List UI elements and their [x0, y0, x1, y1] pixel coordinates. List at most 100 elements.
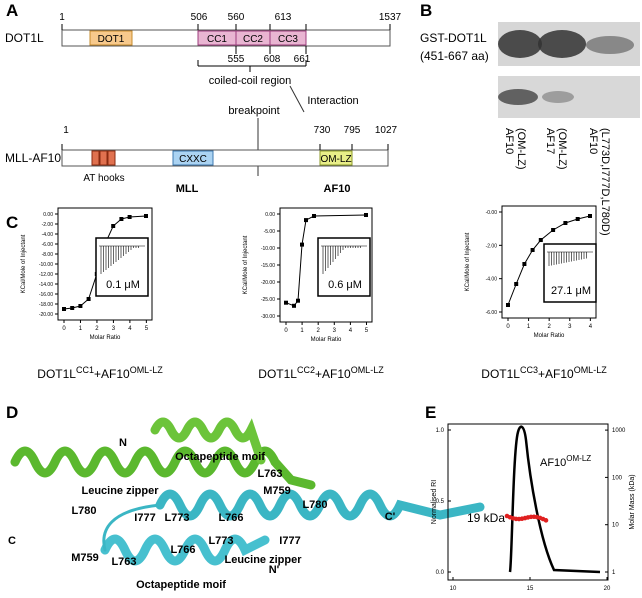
structure-label: L780	[302, 499, 327, 511]
data-point	[530, 248, 535, 252]
y-axis-label: KCal/Mole of Injectant	[465, 232, 471, 291]
x-tick-label: 3	[568, 324, 572, 330]
structure-label: L773	[164, 512, 189, 524]
y2-tick-label: 100	[612, 475, 623, 481]
inset-trace	[547, 251, 593, 266]
interaction-label: Interaction	[307, 95, 358, 107]
x-tick-label: 4	[589, 324, 593, 330]
data-point	[119, 217, 124, 221]
data-point	[588, 214, 592, 218]
inset	[95, 237, 149, 297]
y-tick-label: 0.00	[265, 212, 275, 218]
y-axis-label: KCal/Mole of Injectant	[243, 235, 249, 294]
domain-label: CXXC	[179, 154, 207, 165]
residue-number: 560	[228, 12, 245, 23]
structure-label: N	[119, 437, 127, 449]
y-tick-label: 0.5	[436, 499, 445, 505]
x-tick-label: 20	[604, 586, 611, 592]
inset-trace	[321, 245, 367, 274]
x-tick-label: 1	[527, 324, 531, 330]
data-point	[522, 262, 527, 266]
x-tick-label: 3	[333, 328, 337, 334]
y-tick-label: -12.00	[39, 272, 53, 278]
data-point	[292, 303, 296, 308]
structure-label: M759	[263, 485, 291, 497]
structure-label: L763	[257, 468, 282, 480]
domain-label: CC1	[207, 34, 227, 45]
panel-label: D	[6, 403, 18, 422]
y-tick-label: -10.00	[261, 246, 275, 252]
construct-label: GST-DOT1L	[420, 31, 487, 45]
lane-label: (OM-LZ)	[556, 128, 568, 170]
structure-label: I777	[279, 535, 300, 547]
panel-label: A	[6, 1, 18, 20]
caption: DOT1LCC1+AF10OML-LZ	[37, 365, 163, 381]
residue-number: 730	[314, 125, 331, 136]
x-tick-label: 5	[145, 326, 149, 332]
y-tick-label: -25.00	[261, 297, 275, 303]
caption: DOT1LCC2+AF10OML-LZ	[258, 365, 384, 381]
data-point	[62, 307, 66, 311]
caption-text: DOT1L	[37, 367, 76, 381]
structure-label: Leucine zipper	[224, 554, 302, 566]
residue-number: 661	[294, 54, 311, 65]
construct-range: (451-667 aa)	[420, 49, 489, 63]
lane-label: AF10	[587, 128, 599, 154]
data-point	[506, 303, 510, 307]
y-tick-label: -4.00	[486, 277, 498, 283]
domain-label: DOT1	[98, 34, 125, 45]
data-point	[284, 300, 288, 305]
caption-superscript: OML-LZ	[574, 365, 608, 375]
region-label: coiled-coil region	[209, 75, 292, 87]
y-tick-label: -15.00	[261, 263, 275, 269]
x-axis-label: Molar Ratio	[534, 333, 565, 339]
breakpoint-label: breakpoint	[228, 105, 279, 117]
y-tick-label: -8.00	[42, 252, 54, 258]
residue-number: 506	[191, 12, 208, 23]
structure-label: I777	[134, 512, 155, 524]
caption-text: +AF10	[315, 367, 351, 381]
caption-text: DOT1L	[481, 367, 520, 381]
x-tick-label: 5	[365, 328, 369, 334]
lane-label: (L773D,I777D,L780D)	[599, 128, 611, 236]
x-tick-label: 0	[62, 326, 66, 332]
plot-frame	[447, 423, 609, 581]
data-point	[70, 306, 75, 310]
y-tick-label: -10.00	[39, 262, 53, 268]
data-point	[364, 213, 368, 217]
y-axis-label: KCal/Mole of Injectant	[21, 234, 27, 293]
lane-label: (OM-LZ)	[515, 128, 527, 170]
y-tick-label: -14.00	[39, 282, 53, 288]
part-label: AF10	[324, 183, 351, 195]
part-label: MLL	[176, 183, 199, 195]
kd-label: 0.6 μM	[328, 279, 362, 291]
protein-label: AF10OM-LZ	[540, 454, 591, 469]
x-tick-label: 15	[527, 586, 534, 592]
caption-text: +AF10	[94, 367, 130, 381]
inset	[317, 237, 371, 297]
inset-trace	[99, 245, 145, 274]
domain-label: AT hooks	[83, 173, 124, 184]
ri-trace	[508, 425, 601, 574]
structure-label: L766	[170, 544, 195, 556]
panel-label: E	[425, 403, 436, 422]
inset	[543, 243, 597, 303]
caption-superscript: CC2	[297, 365, 315, 375]
structure-label: L766	[218, 512, 243, 524]
protein-name: DOT1L	[5, 31, 44, 45]
structure	[10, 417, 485, 566]
panel-label: C	[6, 213, 18, 232]
data-point	[296, 298, 300, 303]
x-axis-label: Molar Ratio	[311, 337, 342, 343]
y2-tick-label: 1000	[612, 428, 626, 434]
structure-label: C'	[385, 511, 396, 523]
kd-label: 0.1 μM	[106, 279, 140, 291]
structure-label: Octapeptide moif	[136, 579, 226, 591]
x-tick-label: 3	[112, 326, 116, 332]
structure-label: L763	[111, 556, 136, 568]
structure-label: N'	[269, 564, 280, 576]
structure-label: L773	[208, 535, 233, 547]
y-tick-label: -30.00	[261, 314, 275, 320]
data-point	[575, 217, 580, 221]
data-point	[127, 215, 132, 219]
